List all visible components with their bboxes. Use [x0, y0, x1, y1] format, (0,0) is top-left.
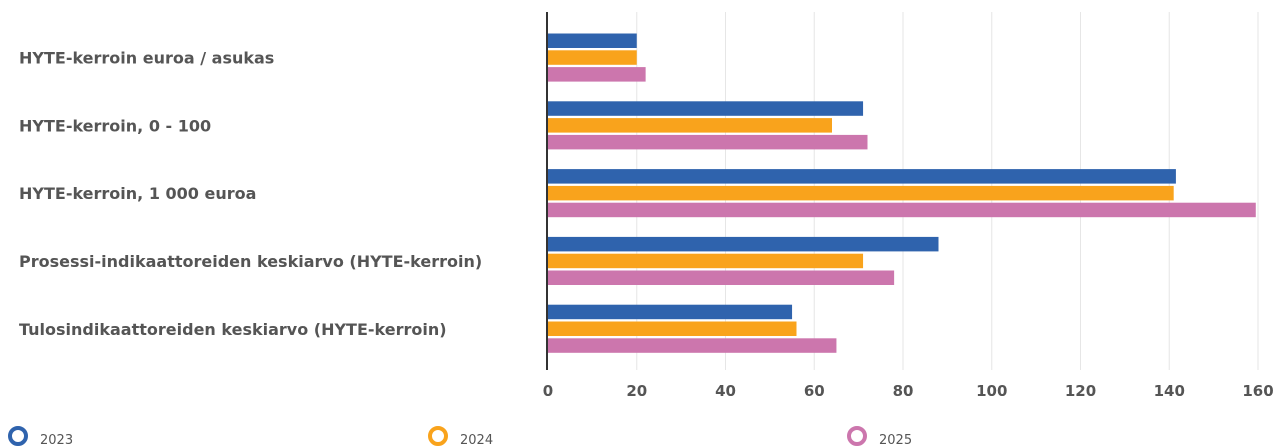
- x-tick-label: 60: [804, 382, 825, 400]
- bar-2024-2[interactable]: [548, 185, 1174, 201]
- legend-item-2023[interactable]: 2023: [8, 426, 73, 448]
- legend-label: 2023: [40, 433, 73, 448]
- x-tick-label: 160: [1242, 382, 1273, 400]
- legend-label: 2025: [879, 433, 912, 448]
- bar-2024-4[interactable]: [548, 321, 797, 337]
- legend-marker-icon: [847, 426, 867, 446]
- category-label: Prosessi-indikaattoreiden keskiarvo (HYT…: [19, 252, 482, 271]
- category-label: HYTE-kerroin, 0 - 100: [19, 116, 211, 135]
- legend-item-2024[interactable]: 2024: [428, 426, 493, 448]
- bars: [548, 33, 1256, 353]
- x-tick-label: 20: [626, 382, 647, 400]
- bar-2023-3[interactable]: [548, 236, 939, 252]
- x-tick-label: 40: [715, 382, 736, 400]
- x-tick-labels: 0 20 40 60 80 100 120 140 160: [543, 382, 1274, 400]
- legend-marker-icon: [8, 426, 28, 446]
- bar-2024-0[interactable]: [548, 50, 637, 65]
- legend-label: 2024: [460, 433, 493, 448]
- category-label: Tulosindikaattoreiden keskiarvo (HYTE-ke…: [19, 320, 447, 339]
- bar-2023-0[interactable]: [548, 33, 637, 49]
- x-tick-label: 80: [893, 382, 914, 400]
- x-tick-label: 100: [976, 382, 1007, 400]
- legend[interactable]: 2023 2024 2025: [8, 426, 912, 448]
- bar-2025-1[interactable]: [548, 134, 868, 150]
- bar-2023-4[interactable]: [548, 304, 793, 320]
- legend-item-2025[interactable]: 2025: [847, 426, 912, 448]
- bar-2024-3[interactable]: [548, 253, 864, 269]
- bar-2025-3[interactable]: [548, 270, 895, 286]
- bar-2024-1[interactable]: [548, 118, 832, 133]
- x-tick-label: 120: [1065, 382, 1096, 400]
- bar-2025-0[interactable]: [548, 67, 646, 82]
- bar-2025-4[interactable]: [548, 338, 837, 353]
- bar-2023-1[interactable]: [548, 101, 864, 116]
- category-label: HYTE-kerroin euroa / asukas: [19, 49, 274, 68]
- bar-2023-2[interactable]: [548, 169, 1176, 184]
- bar-2025-2[interactable]: [548, 202, 1256, 218]
- category-labels: HYTE-kerroin euroa / asukas HYTE-kerroin,…: [19, 49, 482, 339]
- category-label: HYTE-kerroin, 1 000 euroa: [19, 184, 256, 203]
- legend-marker-icon: [428, 426, 448, 446]
- x-tick-label: 0: [543, 382, 553, 400]
- x-tick-label: 140: [1154, 382, 1185, 400]
